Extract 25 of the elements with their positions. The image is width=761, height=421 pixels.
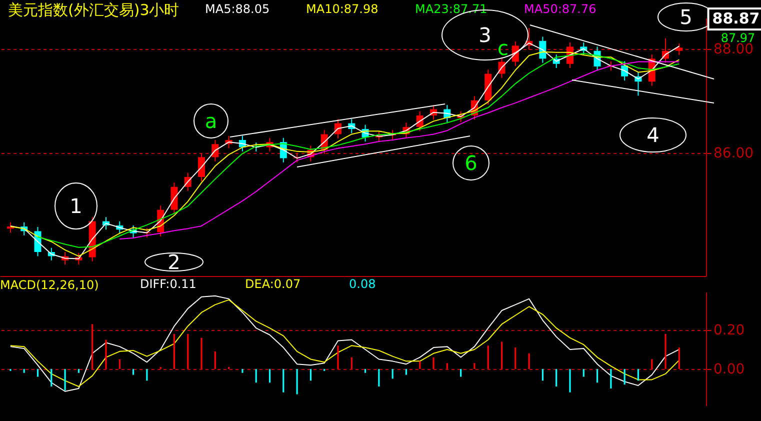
candlestick [170, 182, 178, 214]
candlestick [198, 152, 206, 182]
y-tick-label: 0.20 [714, 322, 745, 338]
annotation: 2 [168, 250, 180, 274]
annotation: 4 [646, 123, 660, 147]
text: 0.08 [349, 277, 376, 291]
text: MA23:87.71 [415, 2, 488, 16]
y-tick-label: 0.00 [714, 361, 745, 378]
chart-title: 美元指数(外汇交易)3小时 [8, 1, 180, 20]
text: MA5:88.05 [205, 2, 270, 16]
annotation: c [498, 36, 508, 60]
annotation: 1 [70, 194, 82, 218]
candlestick [676, 43, 683, 56]
legend-label: DIFF:0.11 [140, 277, 196, 291]
annotation: 6 [464, 151, 478, 175]
y-tick-label: 88.00 [714, 41, 754, 58]
annotation: a [204, 109, 218, 133]
annotation: 3 [478, 23, 492, 47]
series-label: DEA:0.07 [245, 277, 301, 291]
text: MA10:87.98 [306, 2, 378, 16]
y-tick-label: 86.00 [714, 145, 754, 162]
annotation: 5 [680, 5, 692, 29]
text: MA50:87.76 [524, 2, 596, 16]
text: 88.87 [707, 8, 761, 30]
chart-title: MACD(12,26,10) [0, 278, 99, 292]
